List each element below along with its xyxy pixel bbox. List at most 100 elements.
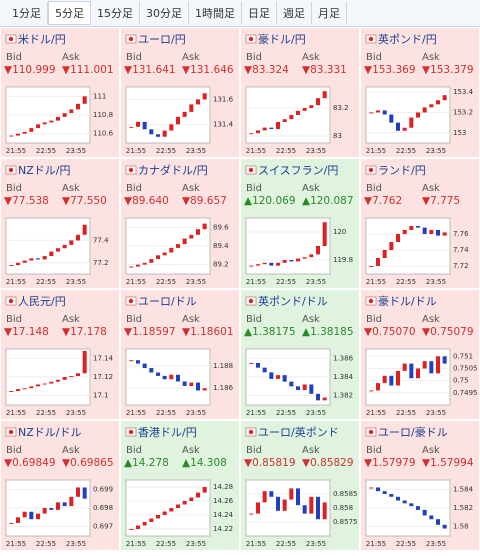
flag-icon [128,298,134,304]
candle [409,117,414,128]
pair-title: ユーロ/英ポンド [258,425,339,439]
chart-frame [245,86,331,144]
rate-tile[interactable]: ランド/円 Bid Ask ▼7.762 ▼7.775 7.72 7.74 7.76 21:55… [360,158,480,289]
candle [129,126,134,128]
bid-label: Bid [6,445,22,456]
candle [29,258,34,261]
rate-tile[interactable]: ユーロ/円 Bid Ask ▼131.641 ▼131.646 131.4 131.6 21:… [120,27,240,158]
candle [416,112,420,118]
rate-tile[interactable]: NZドル/ドル Bid Ask ▼0.69849 ▼0.69865 0.697 0.698 0… [0,420,120,551]
rate-tile[interactable]: ユーロ/豪ドル Bid Ask ▼1.57979 ▼1.57994 1.58 1.582 1.… [360,420,480,551]
bid-price: ▼0.85819 [244,457,296,469]
candle [269,262,274,266]
pair-title: 豪ドル/ドル [378,294,437,308]
candle [369,487,374,489]
tab[interactable]: 30分足 [140,2,189,24]
candle [442,356,447,364]
candle [16,262,20,266]
x-tick-label: 22:55 [156,147,176,155]
candle [249,513,254,515]
chart-frame [365,86,451,144]
ask-price: ▼111.001 [62,64,114,76]
x-tick-label: 22:55 [276,540,296,548]
candle [176,374,180,382]
rate-tile[interactable]: 英ポンド/ドル Bid Ask ▲1.38175 ▲1.38185 1.382 1.384 1… [240,289,360,420]
rate-tile[interactable]: スイスフラン/円 Bid Ask ▲120.069 ▲120.087 119.8 120 21… [240,158,360,289]
rate-tile[interactable]: ユーロ/ドル Bid Ask ▼1.18597 ▼1.18601 1.186 1.188 21… [120,289,240,420]
y-tick-label: 77.4 [93,236,109,244]
rate-tile[interactable]: 豪ドル/ドル Bid Ask ▼0.75070 ▼0.75079 0.7495 0.75 0.… [360,289,480,420]
tab[interactable]: 週足 [277,2,312,24]
candle [382,375,387,384]
candle [196,382,200,391]
candle [289,488,294,500]
pair-title: 米ドル/円 [18,33,66,46]
y-tick-label: 110.6 [93,130,114,138]
y-tick-label: 14.26 [213,497,234,505]
candle [9,522,14,524]
candle [82,96,87,104]
candle [49,381,54,384]
candle [56,248,60,252]
candle [382,250,387,258]
tab[interactable]: 15分足 [91,2,140,24]
bid-price: ▲1.38175 [244,326,296,338]
rate-tile[interactable]: ユーロ/英ポンド Bid Ask ▼0.85819 ▼0.85829 0.8575 0.85… [240,420,360,551]
bid-price: ▼0.69849 [4,457,56,469]
x-tick-label: 23:55 [186,147,206,155]
tab[interactable]: 月足 [312,2,347,24]
candle [302,384,307,391]
bid-price: ▼83.324 [244,64,289,76]
candle [42,383,47,385]
y-tick-label: 110.8 [93,111,113,119]
candle [49,508,54,510]
candle [36,513,40,520]
x-tick-label: 23:55 [66,409,86,417]
candle [76,487,80,497]
y-tick-label: 7.74 [453,246,469,254]
rate-tile[interactable]: カナダドル/円 Bid Ask ▼89.640 ▼89.657 89.2 89.4 89.6 2… [120,158,240,289]
candle [322,397,327,401]
chart-frame [125,348,211,406]
x-tick-label: 21:55 [246,409,266,417]
y-tick-label: 0.7495 [453,389,478,397]
rate-tile[interactable]: 香港ドル/円 Bid Ask ▲14.278 ▲14.308 14.22 14.24 14.2… [120,420,240,551]
rate-tile[interactable]: 英ポンド/円 Bid Ask ▼153.369 ▼153.379 153 153.2 153.… [360,27,480,158]
flag-icon [128,429,134,435]
bid-label: Bid [126,52,142,63]
rate-tile[interactable]: NZドル/円 Bid Ask ▼77.538 ▼77.550 77.2 77.4 21:55 2… [0,158,120,289]
candle [369,112,374,114]
rate-tile[interactable]: 米ドル/円 Bid Ask ▼110.999 ▼111.001 110.6 110.8 111… [0,27,120,158]
tab[interactable]: 5分足 [48,1,91,25]
tab[interactable]: 1時間足 [189,2,242,24]
x-tick-label: 22:55 [276,147,296,155]
candle [442,232,447,236]
y-tick-label: 0.8575 [333,518,358,526]
candle [82,487,87,499]
y-tick-label: 89.6 [213,223,229,231]
x-tick-label: 22:55 [156,278,176,286]
candle [436,519,440,525]
candle [289,115,294,120]
candle [9,391,14,392]
pair-title: ランド/円 [378,164,426,177]
x-tick-label: 23:55 [66,278,86,286]
flag-icon [368,167,374,173]
x-tick-label: 21:55 [6,540,26,548]
rate-tile[interactable]: 人民元/円 Bid Ask ▼17.148 ▼17.178 17.1 17.12 17.14 2… [0,289,120,420]
x-tick-label: 22:55 [396,409,416,417]
tab[interactable]: 日足 [242,2,277,24]
bid-label: Bid [246,52,262,63]
y-tick-label: 153.4 [453,88,474,96]
candle [269,491,274,497]
candle [396,234,400,242]
candle [129,266,134,268]
candle [196,99,200,105]
candle [136,264,140,267]
tab[interactable]: 1分足 [6,2,48,24]
candle [402,363,407,371]
bid-label: Bid [126,445,142,456]
candle [389,114,394,123]
bid-price: ▼77.538 [4,195,49,207]
rate-tile[interactable]: 豪ドル/円 Bid Ask ▼83.324 ▼83.331 83 83.2 21:55 22:5… [240,27,360,158]
